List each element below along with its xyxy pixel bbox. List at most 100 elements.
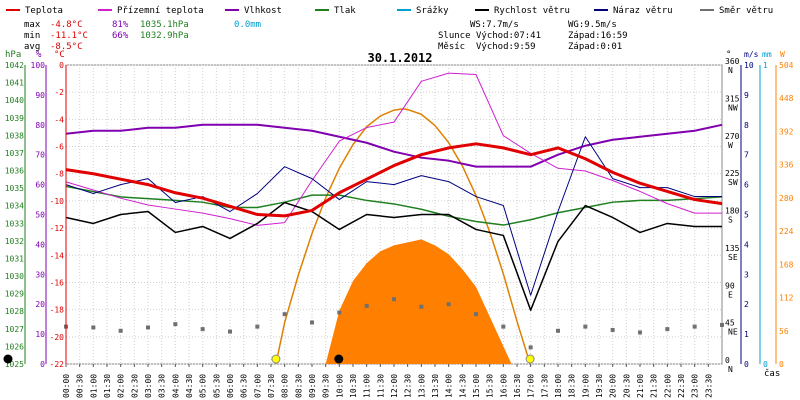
- humidity-tick-6: 60: [35, 181, 45, 190]
- wind-tick-3: 3: [744, 270, 749, 279]
- stat-min-pressure: 1032.9hPa: [140, 31, 189, 41]
- x-tick-label-26: 13:00: [417, 374, 426, 398]
- pressure-tick-4: 1029: [5, 290, 24, 299]
- sunrise-text: Východ:07:41: [476, 31, 541, 41]
- legend-label-7: Směr větru: [719, 6, 773, 16]
- pressure-axis-unit: hPa: [5, 50, 21, 60]
- wind-direction-point-15: [474, 312, 478, 317]
- direction-tick-7: 315: [725, 94, 740, 103]
- x-tick-label-41: 20:30: [622, 374, 631, 398]
- sunset-text: Západ:16:59: [568, 31, 628, 41]
- wind-direction-point-6: [228, 329, 232, 334]
- temperature-axis-unit: °C: [54, 50, 65, 60]
- wind-tick-7: 7: [744, 151, 749, 160]
- x-tick-label-17: 08:30: [294, 374, 303, 398]
- x-tick-label-13: 06:30: [240, 374, 249, 398]
- x-tick-label-22: 11:00: [363, 374, 372, 398]
- x-tick-label-14: 07:00: [253, 374, 262, 398]
- temperature-tick-8: -6: [54, 143, 64, 152]
- x-tick-label-43: 21:30: [650, 374, 659, 398]
- x-tick-label-42: 21:00: [636, 374, 645, 398]
- rain-axis-unit: mm: [762, 50, 772, 59]
- compass-label-2: E: [728, 290, 733, 299]
- wind-tick-1: 1: [744, 330, 749, 339]
- wind-direction-point-3: [146, 325, 150, 330]
- stat-min-label: min: [24, 31, 40, 41]
- compass-label-0: N: [728, 365, 733, 374]
- moonrise-text: Východ:9:59: [476, 42, 536, 52]
- x-tick-label-3: 01:30: [103, 374, 112, 398]
- humidity-tick-9: 90: [35, 91, 45, 100]
- pressure-tick-15: 1040: [5, 96, 24, 105]
- pressure-tick-17: 1042: [5, 61, 24, 70]
- x-tick-label-25: 12:30: [404, 374, 413, 398]
- legend-label-1: Přízemní teplota: [117, 6, 204, 16]
- x-tick-label-34: 17:00: [527, 374, 536, 398]
- temperature-tick-4: -14: [50, 251, 65, 260]
- sun-moon-markers: [3, 354, 535, 364]
- solar-tick-8: 448: [779, 94, 794, 103]
- direction-tick-8: 360: [725, 57, 740, 66]
- solar-tick-3: 168: [779, 260, 794, 269]
- wind-direction-point-11: [364, 303, 369, 308]
- wind-direction-series: [64, 297, 724, 350]
- x-axis-label: čas: [764, 368, 780, 379]
- x-tick-label-27: 13:30: [431, 374, 440, 398]
- compass-label-3: SE: [728, 253, 738, 262]
- temperature-tick-6: -10: [50, 197, 65, 206]
- sunrise-marker: [271, 354, 281, 364]
- wind-gust-info: WG:9.5m/s: [568, 20, 617, 30]
- x-tick-label-30: 15:00: [472, 374, 481, 398]
- direction-tick-0: 0: [725, 356, 730, 365]
- pressure-tick-0: 1025: [5, 360, 24, 369]
- x-tick-label-15: 07:30: [267, 374, 276, 398]
- temperature-tick-3: -16: [50, 278, 65, 287]
- wind-direction-point-5: [200, 327, 205, 332]
- x-tick-label-8: 04:00: [171, 374, 180, 398]
- wind-direction-point-2: [118, 328, 123, 333]
- direction-axis-unit: °: [726, 50, 731, 60]
- legend-label-0: Teplota: [25, 6, 63, 16]
- temperature-tick-5: -12: [50, 224, 65, 233]
- direction-tick-3: 135: [725, 244, 740, 253]
- wind-direction-point-4: [173, 322, 178, 327]
- sun-label: Slunce: [438, 31, 471, 41]
- pressure-tick-16: 1041: [5, 79, 24, 88]
- wind-direction-point-20: [610, 327, 615, 332]
- temperature-tick-11: 0: [59, 61, 64, 70]
- pressure-tick-10: 1035: [5, 184, 24, 193]
- compass-label-6: W: [728, 141, 733, 150]
- temperature-tick-1: -20: [50, 333, 65, 342]
- wind-tick-0: 0: [744, 360, 749, 369]
- x-tick-label-5: 02:30: [130, 374, 139, 398]
- wind-direction-point-18: [556, 328, 560, 333]
- stat-avg-label: avg: [24, 42, 40, 52]
- legend-label-4: Srážky: [416, 6, 449, 16]
- compass-label-8: N: [728, 66, 733, 75]
- compass-label-1: NE: [728, 328, 738, 337]
- moonset-text: Západ:0:01: [568, 42, 622, 52]
- stat-max-temp: -4.8°C: [50, 20, 83, 30]
- x-tick-label-40: 20:00: [609, 374, 618, 398]
- temperature-tick-0: -22: [50, 360, 65, 369]
- x-tick-label-2: 01:00: [89, 374, 98, 398]
- pressure-tick-2: 1027: [5, 325, 24, 334]
- pressure-tick-11: 1036: [5, 167, 24, 176]
- pressure-tick-13: 1038: [5, 131, 24, 140]
- direction-tick-5: 225: [725, 169, 740, 178]
- legend-label-6: Náraz větru: [613, 6, 673, 16]
- x-tick-label-38: 19:00: [581, 374, 590, 398]
- moonset-marker: [3, 354, 13, 364]
- ground-temperature-line: [65, 72, 722, 226]
- temperature-tick-2: -18: [50, 306, 65, 315]
- x-tick-label-24: 12:00: [390, 374, 399, 398]
- pressure-tick-1: 1026: [5, 342, 24, 351]
- wind-direction-point-19: [583, 324, 588, 329]
- temperature-tick-9: -4: [54, 115, 64, 124]
- x-tick-label-12: 06:00: [226, 374, 235, 398]
- pressure-tick-8: 1033: [5, 219, 24, 228]
- wind-direction-point-7: [255, 324, 260, 329]
- solar-tick-9: 504: [779, 61, 794, 70]
- temperature-tick-10: -2: [54, 88, 64, 97]
- humidity-tick-0: 0: [40, 360, 45, 369]
